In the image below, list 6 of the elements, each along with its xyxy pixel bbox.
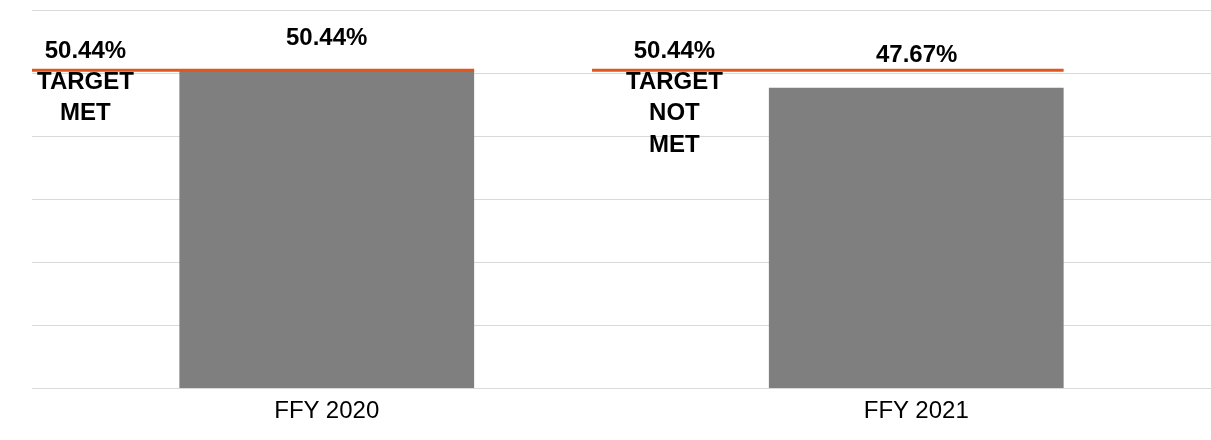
data-label: 47.67% — [876, 40, 958, 67]
data-label: 50.44% — [286, 23, 368, 50]
x-tick-label: FFY 2020 — [274, 395, 380, 423]
annotation: 50.44% TARGET MET — [37, 36, 135, 126]
x-tick-label: FFY 2021 — [863, 395, 969, 423]
annotation: 50.44% TARGET NOT MET — [626, 36, 724, 157]
